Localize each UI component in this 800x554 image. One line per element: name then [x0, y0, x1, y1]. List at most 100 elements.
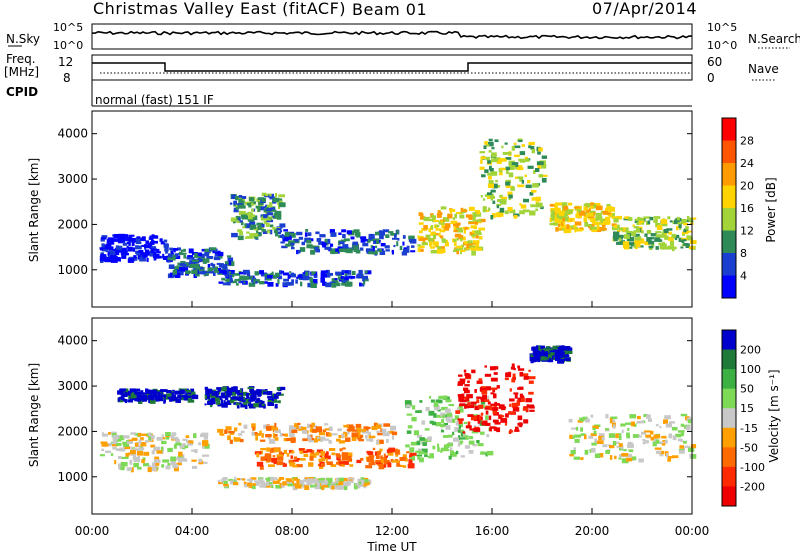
power-echo-cell	[559, 214, 566, 220]
power-echo-cell	[439, 221, 445, 225]
power-echo-cell	[471, 250, 476, 256]
velocity-echo-cell	[443, 435, 449, 438]
velocity-echo-cell	[198, 442, 202, 446]
power-echo-cell	[593, 212, 596, 215]
velocity-echo-cell	[358, 432, 361, 436]
power-echo-cell	[346, 248, 353, 254]
velocity-echo-cell	[329, 448, 336, 451]
velocity-echo-cell	[306, 480, 312, 483]
nsky-trace	[91, 30, 693, 40]
velocity-echo-cell	[284, 463, 287, 466]
power-echo-cell	[486, 144, 490, 147]
velocity-echo-cell	[471, 369, 476, 374]
power-echo-cell	[276, 215, 282, 220]
power-echo-cell	[288, 240, 295, 244]
power-echo-cell	[683, 223, 688, 226]
velocity-echo-cell	[457, 429, 461, 433]
velocity-echo-cell	[480, 412, 484, 416]
velocity-echo-cell	[478, 378, 483, 382]
power-echo-cell	[596, 221, 600, 225]
power-echo-cell	[369, 237, 372, 241]
power-echo-cell	[507, 191, 513, 196]
power-echo-cell	[327, 238, 331, 244]
velocity-echo-cell	[143, 451, 150, 456]
power-echo-cell	[248, 211, 251, 214]
time-tick-label: 20:00	[575, 524, 610, 538]
power-echo-cell	[266, 231, 271, 234]
velocity-echo-cell	[148, 396, 152, 400]
velocity-echo-cell	[107, 442, 112, 447]
velocity-echo-cell	[329, 428, 332, 431]
velocity-echo-cell	[286, 478, 293, 482]
velocity-echo-cell	[207, 400, 214, 405]
velocity-echo-cell	[458, 419, 463, 424]
power-ylabel: Slant Range [km]	[27, 158, 41, 262]
velocity-echo-cell	[178, 458, 183, 463]
velocity-echo-cell	[121, 391, 125, 395]
power-echo-cell	[486, 192, 493, 195]
velocity-colorbar-swatch	[722, 388, 736, 409]
power-echo-cell	[143, 252, 148, 258]
velocity-echo-region	[529, 345, 573, 364]
velocity-echo-cell	[357, 483, 364, 487]
velocity-echo-cell	[683, 440, 687, 444]
power-echo-cell	[468, 214, 473, 220]
velocity-echo-cell	[251, 423, 256, 429]
power-echo-region	[479, 138, 548, 220]
power-echo-cell	[617, 230, 621, 233]
power-echo-cell	[122, 234, 128, 238]
velocity-echo-cell	[490, 366, 496, 371]
power-echo-cell	[453, 239, 457, 242]
power-echo-cell	[504, 210, 509, 215]
velocity-echo-cell	[623, 449, 627, 452]
power-echo-cell	[490, 158, 498, 163]
power-echo-cell	[261, 192, 267, 197]
velocity-echo-cell	[138, 433, 142, 437]
power-echo-cell	[286, 232, 293, 236]
velocity-echo-cell	[459, 403, 466, 407]
velocity-echo-cell	[504, 378, 509, 381]
power-echo-cell	[489, 168, 494, 172]
power-echo-cell	[518, 158, 525, 162]
power-echo-cell	[286, 282, 291, 286]
power-echo-cell	[536, 161, 544, 166]
power-echo-cell	[661, 231, 664, 236]
power-echo-cell	[566, 224, 570, 229]
velocity-echo-cell	[153, 459, 161, 463]
power-echo-cell	[275, 193, 278, 198]
power-echo-cell	[430, 249, 438, 254]
velocity-echo-cell	[685, 425, 691, 431]
power-echo-cell	[432, 234, 437, 240]
velocity-echo-cell	[667, 457, 672, 462]
velocity-echo-cell	[429, 453, 434, 459]
velocity-echo-cell	[599, 453, 604, 458]
velocity-echo-cell	[141, 459, 145, 464]
velocity-echo-cell	[182, 394, 187, 398]
power-echo-cell	[529, 210, 536, 216]
velocity-echo-cell	[178, 451, 183, 457]
power-echo-cell	[634, 240, 640, 243]
power-echo-cell	[397, 238, 400, 241]
velocity-echo-cell	[348, 427, 355, 431]
velocity-echo-cell	[486, 415, 491, 421]
power-echo-cell	[100, 238, 105, 242]
velocity-echo-cell	[484, 365, 487, 368]
power-echo-cell	[401, 251, 408, 256]
velocity-echo-cell	[316, 449, 323, 454]
power-echo-cell	[145, 240, 150, 244]
velocity-echo-cell	[320, 450, 325, 456]
power-echo-cell	[271, 271, 274, 276]
power-echo-cell	[430, 246, 435, 249]
power-echo-cell	[242, 226, 245, 229]
power-echo-cell	[632, 231, 636, 237]
power-echo-cell	[344, 281, 351, 287]
velocity-echo-cell	[445, 399, 452, 403]
power-echo-cell	[120, 250, 128, 255]
velocity-echo-cell	[421, 420, 426, 425]
power-echo-cell	[198, 258, 203, 262]
velocity-echo-cell	[392, 460, 399, 463]
power-echo-cell	[450, 210, 452, 214]
velocity-echo-cell	[182, 443, 186, 448]
power-echo-cell	[217, 251, 224, 257]
velocity-echo-cell	[664, 415, 671, 420]
